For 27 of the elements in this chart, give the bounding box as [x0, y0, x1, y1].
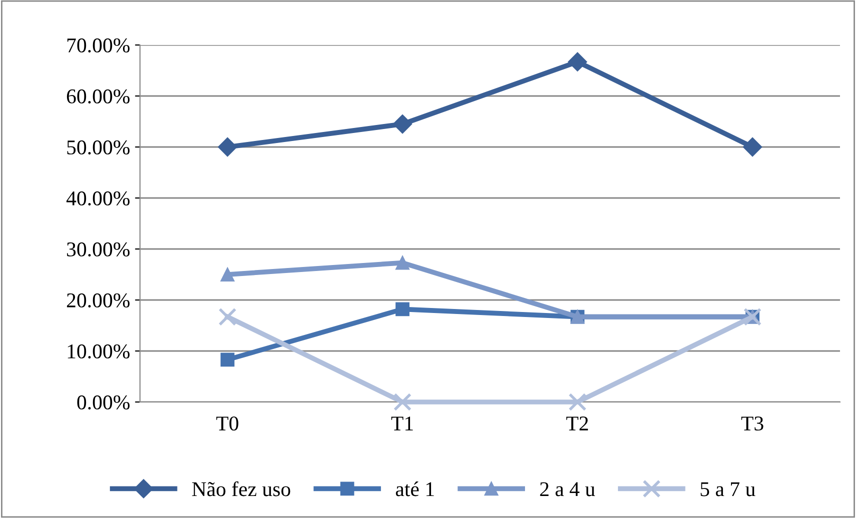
- y-tick-label: 0.00%: [77, 395, 130, 410]
- point: [393, 392, 412, 412]
- x-tick-label: T0: [216, 416, 238, 431]
- x-tick-label: T1: [391, 416, 413, 430]
- y-tick-label: 20.00%: [66, 293, 130, 308]
- point: [742, 137, 762, 157]
- x-tick-label: T2: [566, 416, 588, 430]
- y-tick-label: 30.00%: [67, 242, 130, 257]
- point: [396, 302, 410, 316]
- x-tick-label: T3: [741, 416, 764, 431]
- y-tick-label: 60.00%: [66, 89, 130, 104]
- legend-label: 5 a 7 u: [700, 482, 756, 496]
- y-tick-label: 70.00%: [67, 38, 130, 53]
- point: [220, 268, 234, 282]
- point: [568, 52, 588, 72]
- legend-label: 2 a 4 u: [540, 482, 596, 496]
- legend-label: até 1: [396, 482, 434, 496]
- point: [218, 308, 237, 326]
- y-tick-label: 50.00%: [67, 140, 130, 155]
- point: [218, 137, 238, 157]
- point: [220, 352, 234, 367]
- y-tick-label: 10.00%: [68, 344, 130, 359]
- point: [568, 392, 587, 412]
- legend-label: Não fez uso: [192, 481, 290, 496]
- y-tick-label: 40.00%: [66, 191, 130, 206]
- point: [392, 114, 412, 134]
- point: [396, 256, 410, 270]
